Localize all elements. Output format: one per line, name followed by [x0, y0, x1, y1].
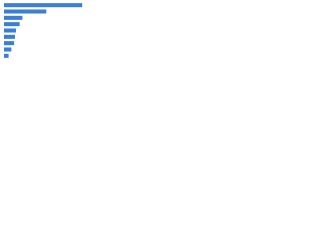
bar	[4, 41, 15, 46]
bar	[4, 3, 83, 8]
bar	[4, 28, 16, 33]
chart	[4, 3, 83, 58]
bar	[4, 34, 16, 39]
page: {"chart_data": {"type": "bar", "orientat…	[0, 0, 100, 71]
bar	[4, 9, 47, 14]
bar	[4, 15, 23, 20]
bar	[4, 53, 9, 58]
bar	[4, 47, 12, 52]
bar	[4, 22, 20, 27]
